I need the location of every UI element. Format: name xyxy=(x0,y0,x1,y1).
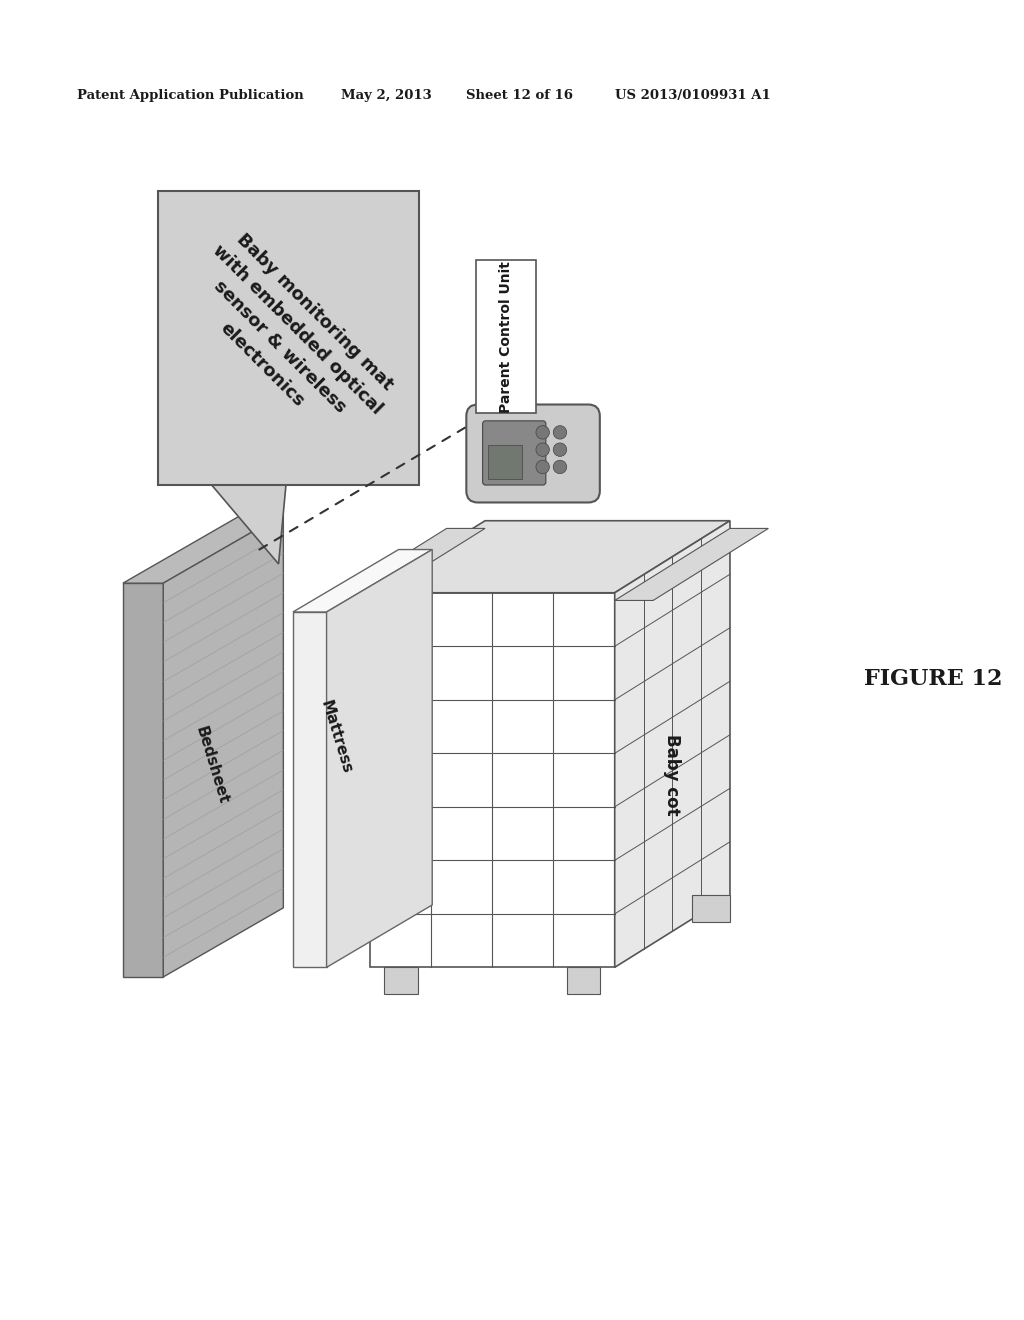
FancyBboxPatch shape xyxy=(482,421,546,484)
Text: May 2, 2013: May 2, 2013 xyxy=(341,88,432,102)
Circle shape xyxy=(553,461,566,474)
Polygon shape xyxy=(566,968,600,994)
Text: Parent Control Unit: Parent Control Unit xyxy=(499,261,513,413)
Circle shape xyxy=(536,444,550,457)
Polygon shape xyxy=(293,612,327,968)
Text: Mattress: Mattress xyxy=(317,698,354,775)
Polygon shape xyxy=(123,583,163,977)
Polygon shape xyxy=(163,513,284,977)
Text: US 2013/0109931 A1: US 2013/0109931 A1 xyxy=(614,88,770,102)
Text: Sheet 12 of 16: Sheet 12 of 16 xyxy=(466,88,572,102)
Text: Baby cot: Baby cot xyxy=(664,734,681,816)
Polygon shape xyxy=(614,528,768,601)
FancyBboxPatch shape xyxy=(159,191,419,486)
Polygon shape xyxy=(614,520,730,968)
Polygon shape xyxy=(370,593,614,968)
Polygon shape xyxy=(327,549,432,968)
Polygon shape xyxy=(691,895,730,923)
Circle shape xyxy=(536,461,550,474)
Text: FIGURE 12: FIGURE 12 xyxy=(864,668,1002,690)
FancyBboxPatch shape xyxy=(466,404,600,503)
Text: Patent Application Publication: Patent Application Publication xyxy=(77,88,303,102)
FancyBboxPatch shape xyxy=(488,445,522,479)
Polygon shape xyxy=(209,482,287,564)
Circle shape xyxy=(536,425,550,440)
Circle shape xyxy=(553,444,566,457)
Polygon shape xyxy=(332,528,485,601)
Polygon shape xyxy=(123,513,284,583)
Text: Bedsheet: Bedsheet xyxy=(193,725,230,807)
Polygon shape xyxy=(370,520,730,593)
FancyBboxPatch shape xyxy=(476,260,536,413)
Polygon shape xyxy=(384,968,418,994)
Text: Baby monitoring mat
with embedded optical
sensor & wireless
electronics: Baby monitoring mat with embedded optica… xyxy=(174,223,403,453)
Circle shape xyxy=(553,425,566,440)
Polygon shape xyxy=(293,549,432,612)
